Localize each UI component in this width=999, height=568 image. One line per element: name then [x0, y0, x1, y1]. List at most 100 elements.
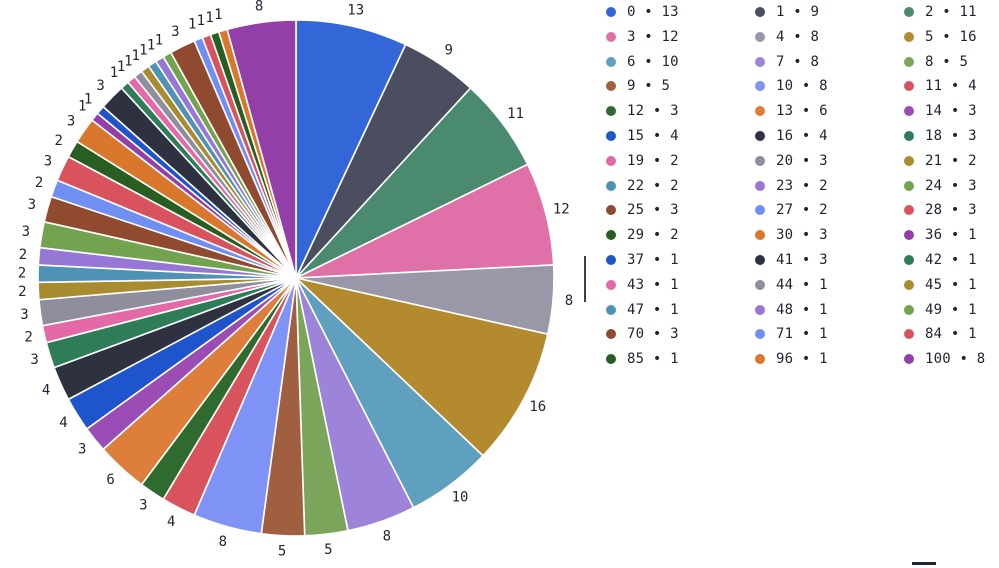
slice-value-label: 2	[35, 175, 43, 191]
legend-item[interactable]: 1 • 9	[755, 2, 819, 22]
legend-label: 15 • 4	[627, 128, 679, 144]
legend-item[interactable]: 19 • 2	[606, 151, 679, 171]
legend-label: 21 • 2	[925, 152, 977, 169]
legend-item[interactable]: 47 • 1	[606, 300, 679, 320]
slice-value-label: 5	[278, 544, 286, 560]
slice-value-label: 1	[84, 92, 92, 108]
legend-item[interactable]: 25 • 3	[606, 200, 679, 220]
legend-item[interactable]: 11 • 4	[904, 76, 977, 96]
slice-value-label: 1	[155, 33, 163, 49]
legend-item[interactable]: 44 • 1	[755, 275, 828, 295]
legend-label: 42 • 1	[925, 252, 977, 268]
legend-swatch	[606, 205, 616, 216]
legend-label: 9 • 5	[627, 78, 671, 95]
slice-value-label: 2	[18, 265, 26, 281]
legend-swatch	[755, 255, 765, 265]
legend-label: 43 • 1	[627, 276, 679, 293]
legend-item[interactable]: 23 • 2	[755, 176, 828, 196]
pie-slice-5[interactable]	[293, 276, 549, 457]
legend-swatch	[606, 31, 616, 42]
legend-item[interactable]: 16 • 4	[755, 126, 828, 146]
slice-value-label: 12	[553, 201, 570, 217]
legend-item[interactable]: 3 • 12	[606, 27, 679, 47]
slice-value-label: 2	[19, 247, 27, 263]
slice-value-label: 2	[24, 330, 32, 346]
legend-swatch	[904, 106, 914, 117]
legend-item[interactable]: 6 • 10	[606, 52, 679, 72]
legend-swatch	[755, 31, 765, 42]
slice-value-label: 3	[139, 498, 147, 514]
legend-item[interactable]: 28 • 3	[904, 200, 977, 220]
slice-value-label: 8	[255, 0, 263, 15]
legend-item[interactable]: 48 • 1	[755, 300, 828, 320]
legend-label: 37 • 1	[627, 252, 679, 268]
legend-item[interactable]: 12 • 3	[606, 101, 679, 121]
legend-item[interactable]: 36 • 1	[904, 225, 977, 245]
legend-item[interactable]: 49 • 1	[904, 300, 977, 320]
legend-item[interactable]: 0 • 13	[606, 2, 679, 22]
legend-item[interactable]: 96 • 1	[755, 349, 828, 369]
legend-swatch	[755, 329, 765, 340]
legend-item[interactable]: 37 • 1	[606, 250, 679, 270]
corner-mark	[912, 562, 936, 565]
legend-item[interactable]: 5 • 16	[904, 27, 977, 47]
legend-item[interactable]: 24 • 3	[904, 176, 977, 196]
legend-item[interactable]: 14 • 3	[904, 101, 977, 121]
legend-swatch	[606, 106, 616, 117]
legend-swatch	[904, 81, 914, 92]
legend-label: 100 • 8	[925, 351, 986, 368]
legend-swatch	[606, 304, 616, 315]
legend-item[interactable]: 15 • 4	[606, 126, 679, 146]
legend-item[interactable]: 4 • 8	[755, 27, 819, 47]
pie-slice-100[interactable]	[226, 19, 297, 279]
legend-item[interactable]: 27 • 2	[755, 200, 828, 220]
legend-item[interactable]: 41 • 3	[755, 250, 828, 270]
legend-label: 18 • 3	[925, 128, 977, 144]
legend-item[interactable]: 30 • 3	[755, 225, 828, 245]
legend-item[interactable]: 13 • 6	[755, 101, 828, 121]
legend-item[interactable]: 8 • 5	[904, 52, 968, 72]
slice-value-label: 4	[167, 514, 175, 530]
legend-item[interactable]: 43 • 1	[606, 275, 679, 295]
legend-swatch	[755, 106, 765, 117]
legend-item[interactable]: 71 • 1	[755, 324, 828, 344]
legend-label: 19 • 2	[627, 152, 679, 169]
legend-item[interactable]: 45 • 1	[904, 275, 977, 295]
legend-label: 24 • 3	[925, 177, 977, 194]
legend-item[interactable]: 21 • 2	[904, 151, 977, 171]
legend-label: 8 • 5	[925, 53, 969, 70]
legend-item[interactable]: 2 • 11	[904, 2, 977, 22]
legend-swatch	[904, 56, 914, 67]
legend-item[interactable]: 85 • 1	[606, 349, 679, 369]
legend-item[interactable]: 22 • 2	[606, 176, 679, 196]
slice-value-label: 3	[28, 197, 36, 213]
legend-item[interactable]: 9 • 5	[606, 76, 670, 96]
legend-item[interactable]: 70 • 3	[606, 324, 679, 344]
legend-item[interactable]: 7 • 8	[755, 52, 819, 72]
legend-item[interactable]: 84 • 1	[904, 324, 977, 344]
slice-value-label: 1	[131, 48, 139, 64]
slice-value-label: 1	[78, 99, 86, 115]
pie-slice-0[interactable]	[295, 19, 407, 279]
legend-item[interactable]: 29 • 2	[606, 225, 679, 245]
legend-label: 36 • 1	[925, 227, 977, 244]
legend-item[interactable]: 42 • 1	[904, 250, 977, 270]
legend-label: 1 • 9	[776, 4, 820, 20]
legend-item[interactable]: 10 • 8	[755, 76, 828, 96]
legend-label: 48 • 1	[776, 301, 828, 318]
legend-label: 70 • 3	[627, 326, 679, 343]
legend-item[interactable]: 20 • 3	[755, 151, 828, 171]
legend-label: 11 • 4	[925, 78, 977, 95]
slice-value-label: 1	[214, 7, 222, 23]
legend-item[interactable]: 100 • 8	[904, 349, 985, 369]
legend-item[interactable]: 18 • 3	[904, 126, 977, 146]
legend-swatch	[755, 81, 765, 92]
legend-swatch	[606, 255, 616, 265]
legend-swatch	[606, 131, 616, 141]
legend-label: 49 • 1	[925, 301, 977, 318]
legend-label: 7 • 8	[776, 53, 820, 70]
slice-value-label: 1	[188, 16, 196, 32]
slice-value-label: 3	[22, 224, 30, 240]
legend-swatch	[904, 31, 914, 42]
legend-swatch	[606, 7, 616, 17]
